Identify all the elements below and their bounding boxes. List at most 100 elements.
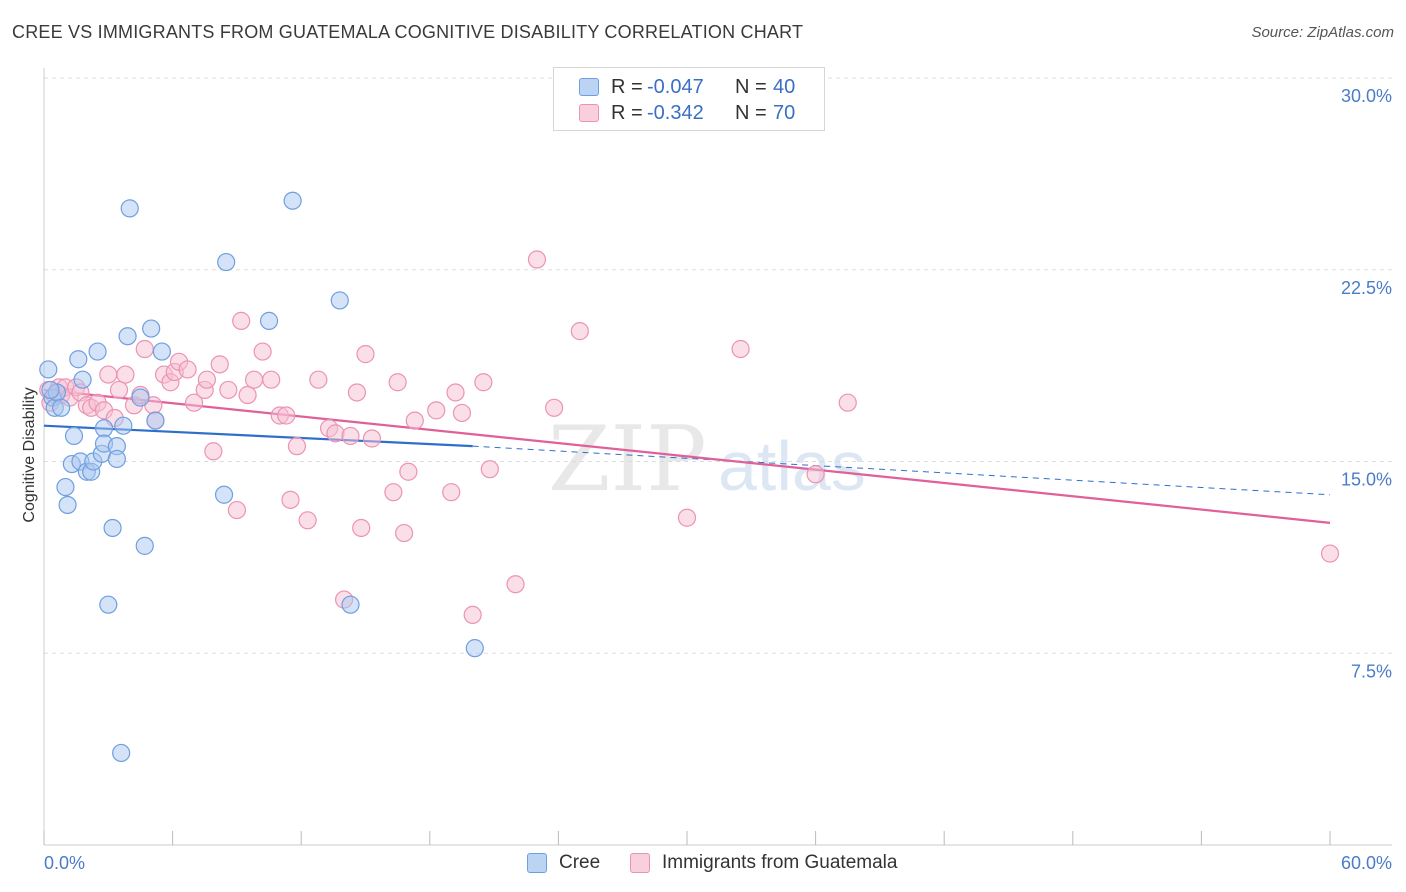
guatemala-point (227, 500, 246, 520)
guatemala-point (394, 523, 414, 543)
guatemala-point (204, 442, 223, 461)
source-label: Source: ZipAtlas.com (1251, 24, 1394, 41)
n-label: N = (735, 75, 767, 98)
guatemala-point (388, 373, 407, 392)
guatemala-point (347, 383, 367, 402)
legend-item-cree[interactable]: Cree (527, 852, 600, 874)
cree-point (56, 477, 75, 497)
guatemala-point (384, 483, 403, 502)
guatemala-point (232, 311, 251, 330)
x-tick-label-max: 60.0% (1341, 853, 1392, 873)
r-value: -0.047 (647, 75, 704, 98)
guatemala-trend-line (43, 388, 1331, 524)
cree-point (114, 416, 133, 435)
r-label: R = (611, 101, 643, 124)
legend-label-cree: Cree (559, 852, 601, 873)
x-tick-labels: 0.0% 60.0% (44, 853, 1392, 873)
y-tick-label: 15.0% (1341, 470, 1392, 490)
stats-legend: R = -0.047 N = 40 R = -0.342 N = 70 (553, 67, 825, 131)
n-value: 40 (773, 75, 796, 98)
guatemala-point (197, 370, 216, 389)
x-tick-label-min: 0.0% (44, 853, 85, 873)
cree-point (58, 495, 77, 515)
cree-point (107, 449, 126, 469)
guatemala-point (527, 250, 547, 269)
guatemala-point (210, 355, 229, 374)
cree-point (283, 191, 302, 210)
cree-point (39, 360, 58, 379)
guatemala-point (446, 383, 465, 402)
guatemala-point (178, 360, 197, 379)
cree-point (112, 743, 131, 763)
cree-trend-extension (472, 445, 1331, 496)
guatemala-point (99, 365, 118, 384)
guatemala-point (405, 411, 424, 430)
guatemala-point (135, 339, 154, 359)
cree-point (94, 419, 114, 438)
legend-row-guatemala: R = -0.342 N = 70 (579, 101, 795, 125)
guatemala-point (244, 370, 264, 389)
guatemala-point (731, 339, 750, 359)
guatemala-point (506, 575, 525, 594)
guatemala-point (1320, 544, 1340, 563)
legend-row-cree: R = -0.047 N = 40 (579, 75, 795, 99)
guatemala-point (326, 424, 345, 443)
y-tick-labels: 7.5% 15.0% 22.5% 30.0% (1341, 86, 1392, 681)
guatemala-point (806, 465, 825, 484)
cree-point (118, 327, 137, 346)
guatemala-point (253, 342, 272, 361)
cree-point (73, 370, 92, 389)
cree-point (146, 411, 165, 430)
guatemala-point (184, 393, 204, 412)
guatemala-point (277, 406, 296, 425)
cree-point (142, 319, 161, 338)
watermark-atlas: atlas (718, 427, 866, 505)
r-value: -0.342 (647, 101, 704, 124)
guatemala-point (341, 426, 360, 446)
guatemala-point (309, 370, 328, 389)
legend-item-guatemala[interactable]: Immigrants from Guatemala (630, 852, 897, 874)
guatemala-swatch (579, 104, 599, 122)
guatemala-point (427, 401, 446, 420)
cree-point (214, 485, 234, 504)
cree-point (64, 426, 84, 446)
cree-point (135, 536, 154, 555)
axes (43, 68, 1392, 846)
guatemala-swatch (630, 853, 650, 873)
guatemala-point (474, 373, 493, 392)
y-tick-label: 30.0% (1341, 86, 1392, 106)
n-value: 70 (773, 101, 796, 124)
cree-point (341, 595, 360, 614)
series-legend: Cree Immigrants from Guatemala (0, 852, 1406, 878)
guatemala-point (262, 370, 281, 389)
guatemala-point (356, 345, 375, 364)
watermark-zip: ZIP (548, 407, 707, 512)
guatemala-point (281, 490, 300, 509)
guatemala-point (109, 380, 129, 400)
guatemala-point (298, 511, 317, 530)
guatemala-point (838, 393, 857, 412)
guatemala-point (677, 508, 697, 527)
cree-point (152, 342, 171, 361)
guatemala-point (352, 518, 371, 538)
guatemala-point (116, 365, 135, 384)
legend-label-guatemala: Immigrants from Guatemala (662, 852, 898, 873)
cree-point (465, 639, 484, 658)
cree-point (69, 350, 88, 369)
guatemala-point (442, 483, 461, 502)
cree-point (120, 199, 139, 218)
cree-point (41, 380, 60, 400)
guatemala-point (287, 437, 307, 456)
guatemala-point (452, 403, 472, 423)
guatemala-point (480, 460, 499, 479)
y-tick-label: 7.5% (1351, 661, 1392, 681)
guatemala-point (545, 398, 564, 417)
guatemala-point (362, 429, 382, 448)
guatemala-point (463, 605, 482, 625)
cree-point (88, 342, 107, 361)
y-tick-label: 22.5% (1341, 278, 1392, 298)
cree-point (103, 518, 122, 538)
guatemala-point (219, 380, 238, 400)
n-label: N = (735, 101, 767, 124)
